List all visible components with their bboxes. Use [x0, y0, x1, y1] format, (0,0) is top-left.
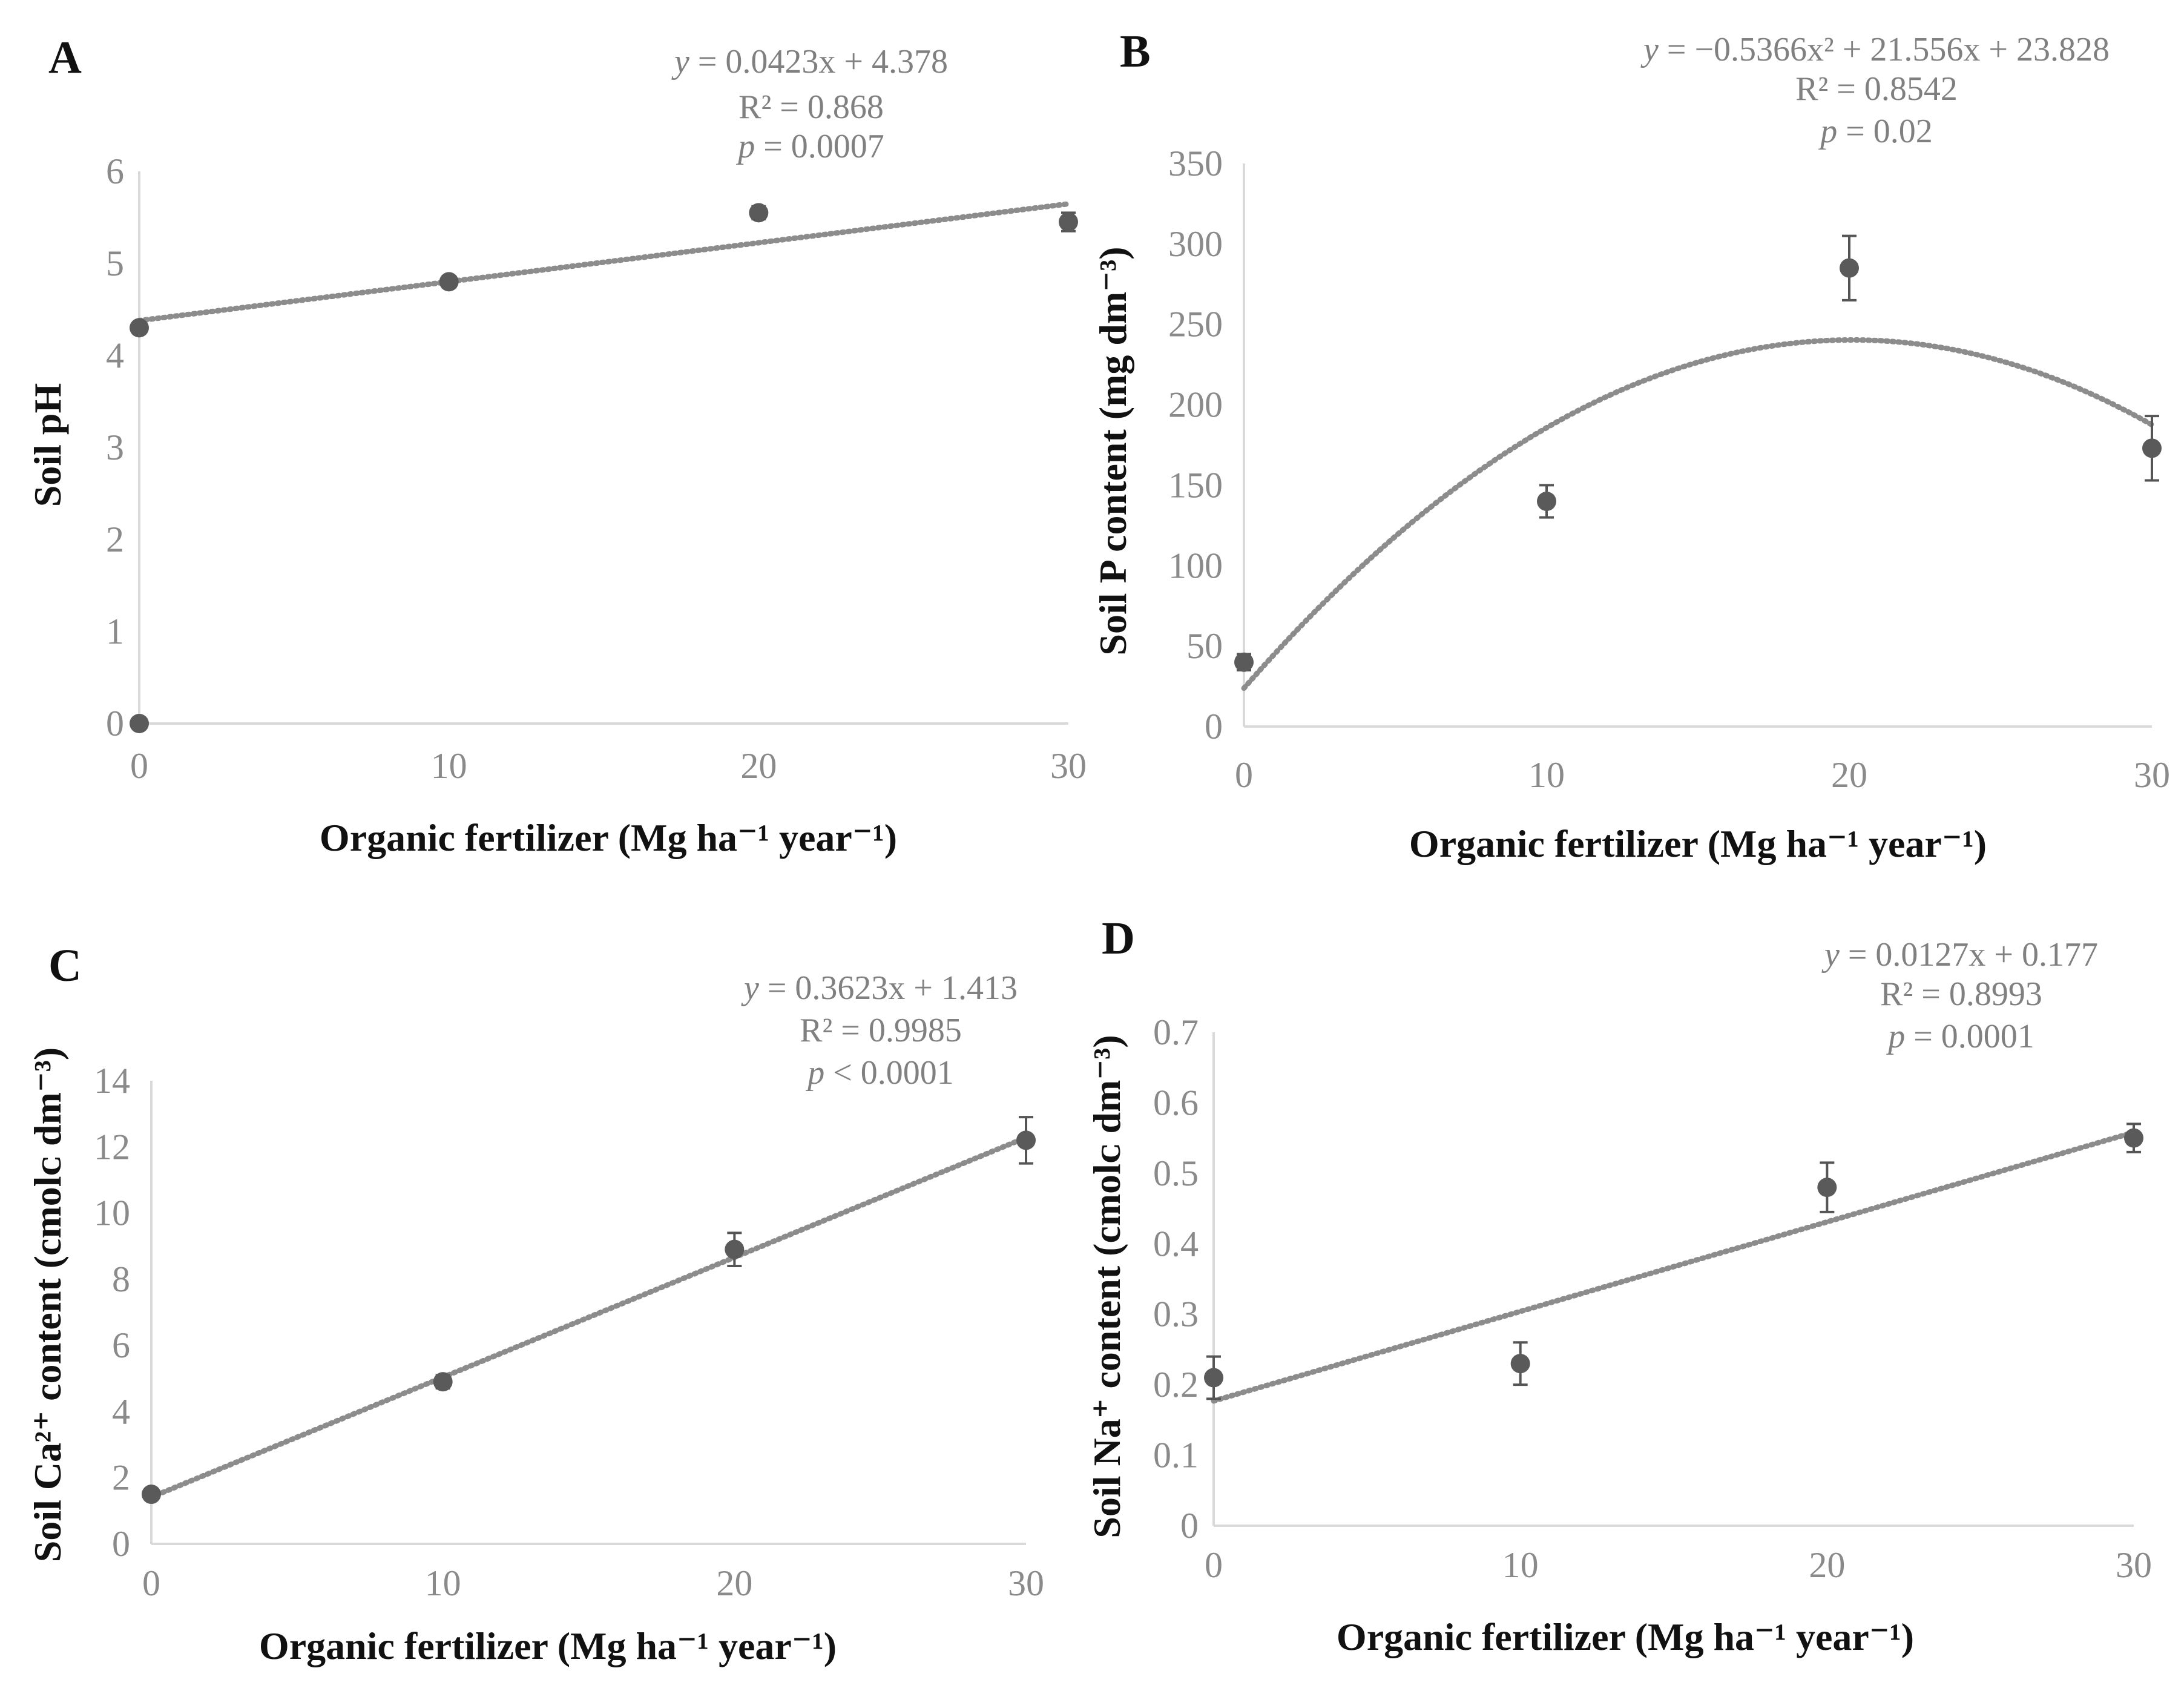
r-squared: R² = 0.9985 — [800, 1012, 962, 1049]
x-tick-label: 0 — [130, 746, 148, 786]
r-squared: R² = 0.8993 — [1880, 975, 2042, 1013]
y-tick-label: 350 — [1168, 143, 1223, 183]
panel-c: 0 2 4 6 8 10 12 14 0 10 20 30 C y = 0.3623x + 1.413 R²… — [26, 940, 1044, 1667]
x-axis-title: Organic fertilizer (Mg ha⁻¹ year⁻¹) — [1337, 1615, 1914, 1658]
y-tick-label: 5 — [106, 243, 124, 283]
trendline — [1241, 337, 2155, 691]
x-tick-label: 20 — [740, 746, 777, 786]
y-axis-title: Soil Ca²⁺ content (cmolᴄ dm⁻³) — [26, 1047, 69, 1562]
x-tick-label: 20 — [1831, 755, 1867, 795]
y-tick-label: 3 — [106, 427, 124, 467]
y-tick-label: 200 — [1168, 385, 1223, 425]
p-value: p = 0.0001 — [1886, 1018, 2034, 1055]
x-axis-title: Organic fertilizer (Mg ha⁻¹ year⁻¹) — [320, 816, 897, 859]
x-tick-label: 0 — [142, 1563, 160, 1603]
data-point — [130, 714, 149, 733]
x-tick-label: 0 — [1235, 755, 1253, 795]
y-tick-label: 0 — [1205, 707, 1223, 747]
data-point — [1234, 652, 1254, 672]
data-point — [2142, 438, 2162, 458]
data-point — [725, 1239, 745, 1259]
data-point — [1204, 1368, 1223, 1388]
y-tick-label: 8 — [112, 1259, 130, 1299]
y-tick-label: 0.2 — [1153, 1365, 1199, 1405]
x-tick-label: 30 — [2134, 755, 2170, 795]
y-axis-title: Soil pH — [26, 383, 69, 507]
y-tick-label: 0 — [106, 704, 124, 743]
y-tick-label: 6 — [106, 151, 124, 191]
y-axis-title: Soil P content (mg dm⁻³) — [1091, 246, 1134, 655]
data-point — [130, 318, 149, 338]
trendline — [148, 1135, 1029, 1500]
p-value: p = 0.02 — [1818, 113, 1933, 150]
y-tick-label: 150 — [1168, 465, 1223, 505]
x-tick-label: 30 — [1050, 746, 1087, 786]
trendline — [136, 201, 1071, 323]
regression-equation: y = −0.5366x² + 21.556x + 23.828 — [1640, 31, 2110, 68]
p-value: p = 0.0007 — [735, 128, 884, 165]
y-tick-label: 0 — [112, 1524, 130, 1564]
y-tick-label: 0 — [1180, 1506, 1199, 1546]
y-tick-label: 0.3 — [1153, 1294, 1199, 1334]
x-tick-label: 20 — [1809, 1545, 1845, 1585]
y-axis-title: Soil Na⁺ content (cmolᴄ dm⁻³) — [1085, 1035, 1128, 1538]
data-point — [749, 203, 769, 223]
y-tick-label: 14 — [94, 1061, 130, 1101]
y-tick-label: 2 — [112, 1458, 130, 1498]
y-tick-label: 6 — [112, 1325, 130, 1365]
data-point — [2124, 1128, 2143, 1148]
data-point — [1016, 1130, 1036, 1150]
regression-equation: y = 0.0127x + 0.177 — [1821, 936, 2098, 974]
y-tick-label: 2 — [106, 519, 124, 559]
data-point — [1059, 212, 1078, 232]
panel-label: B — [1120, 26, 1151, 77]
r-squared: R² = 0.8542 — [1795, 70, 1958, 108]
x-axis-title: Organic fertilizer (Mg ha⁻¹ year⁻¹) — [1409, 822, 1987, 865]
panel-label: A — [48, 32, 82, 83]
y-tick-label: 250 — [1168, 305, 1223, 344]
y-tick-label: 0.1 — [1153, 1436, 1199, 1475]
y-tick-label: 0.4 — [1153, 1224, 1199, 1264]
y-tick-label: 4 — [112, 1391, 130, 1431]
y-tick-label: 100 — [1168, 546, 1223, 585]
x-tick-label: 10 — [425, 1563, 461, 1603]
y-tick-label: 300 — [1168, 224, 1223, 264]
x-tick-label: 10 — [431, 746, 467, 786]
y-tick-label: 10 — [94, 1193, 130, 1233]
x-tick-label: 10 — [1502, 1545, 1539, 1585]
data-point — [142, 1485, 161, 1505]
x-tick-label: 30 — [1008, 1563, 1044, 1603]
regression-equation: y = 0.0423x + 4.378 — [671, 43, 948, 81]
x-tick-label: 0 — [1205, 1545, 1223, 1585]
r-squared: R² = 0.868 — [738, 88, 884, 126]
panel-label: D — [1102, 913, 1135, 964]
panel-label: C — [48, 940, 82, 991]
x-tick-label: 30 — [2116, 1545, 2152, 1585]
panel-a: 0 1 2 3 4 5 6 0 10 20 30 A y = 0.0423x + 4.378 R² = 0… — [26, 32, 1087, 859]
panel-b: 0 50 100 150 200 250 300 350 0 10 20 30 B y = −0.5366… — [1091, 26, 2170, 865]
data-point — [433, 1372, 453, 1392]
y-tick-label: 12 — [94, 1127, 130, 1167]
data-point — [439, 272, 459, 292]
y-tick-label: 4 — [106, 335, 124, 375]
regression-equation: y = 0.3623x + 1.413 — [741, 969, 1018, 1007]
x-tick-label: 10 — [1528, 755, 1565, 795]
data-point — [1840, 258, 1859, 278]
x-axis-title: Organic fertilizer (Mg ha⁻¹ year⁻¹) — [259, 1624, 837, 1667]
x-tick-label: 20 — [716, 1563, 752, 1603]
y-tick-label: 1 — [106, 611, 124, 651]
panel-d: 0 0.1 0.2 0.3 0.4 0.5 0.6 0.7 0 10 20 30 D y = 0.0127… — [1085, 913, 2152, 1658]
data-point — [1537, 492, 1556, 511]
p-value: p < 0.0001 — [805, 1054, 954, 1092]
y-tick-label: 0.6 — [1153, 1083, 1199, 1122]
trendline — [1211, 1129, 2137, 1404]
y-tick-label: 50 — [1186, 626, 1223, 666]
y-tick-label: 0.7 — [1153, 1012, 1199, 1052]
y-tick-label: 0.5 — [1153, 1153, 1199, 1193]
data-point — [1817, 1178, 1837, 1198]
data-point — [1510, 1354, 1530, 1374]
